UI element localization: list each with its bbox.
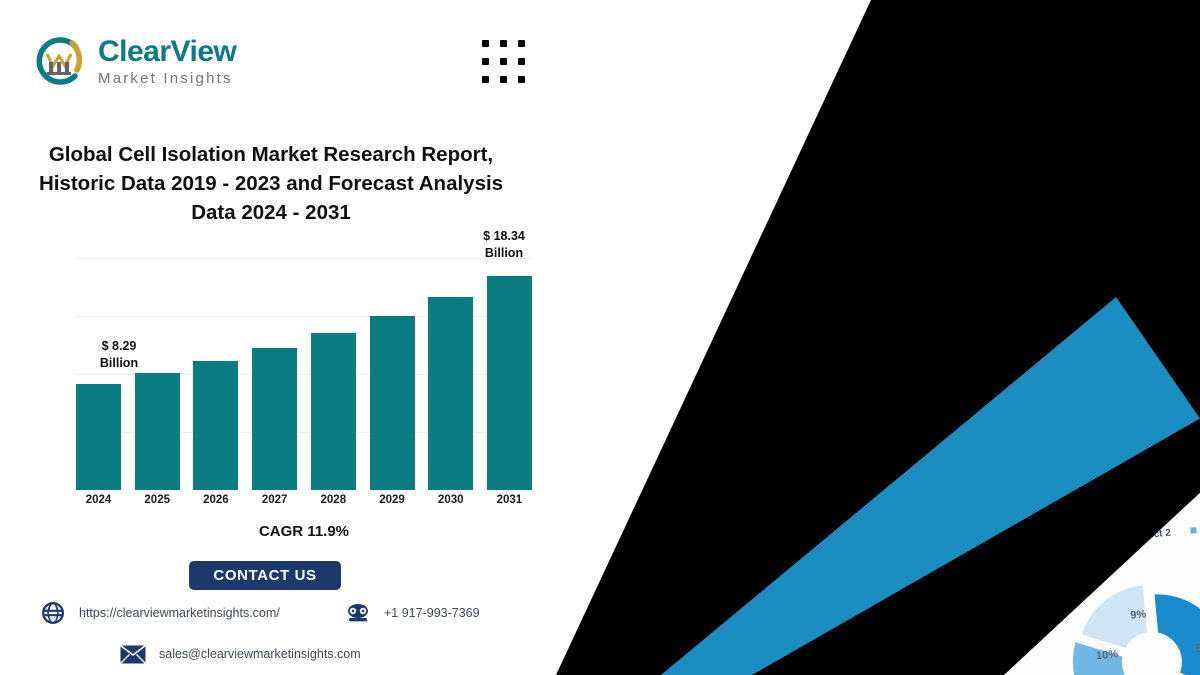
- donut-label-10: 10%: [1096, 648, 1119, 662]
- bar: [193, 361, 239, 490]
- x-axis-tick-label: 2031: [496, 494, 523, 506]
- donut-label-9: 9%: [1130, 608, 1147, 621]
- website-url[interactable]: https://clearviewmarketinsights.com/: [79, 606, 280, 620]
- bar: [369, 316, 415, 490]
- x-axis-tick-label: 2026: [203, 494, 229, 506]
- contact-website-row[interactable]: https://clearviewmarketinsights.com/: [40, 600, 280, 626]
- bar: [134, 373, 180, 490]
- photo-donut-chart-bottom: 58% 9% 10% 23%: [1072, 585, 1200, 675]
- bar: [76, 383, 121, 490]
- bar-chart-x-axis: 2024 2025 2026 2027 2028 2029 2030 2031: [76, 494, 532, 506]
- bar-annotation-2031: $ 18.34 Billion: [483, 229, 525, 260]
- bar-annotation-2024: $ 8.29 Billion: [99, 339, 139, 370]
- bar-column: [486, 258, 532, 490]
- clearview-monogram-icon: [36, 37, 83, 85]
- bar-column: [252, 258, 298, 490]
- contact-us-button[interactable]: CONTACT US: [189, 561, 341, 590]
- telephone-icon: [345, 600, 371, 626]
- x-axis-tick-label: 2027: [261, 494, 288, 506]
- page-title: Global Cell Isolation Market Research Re…: [38, 142, 504, 224]
- x-axis-tick-label: 2030: [437, 494, 464, 506]
- x-axis-tick-label: 2024: [85, 494, 112, 506]
- logo-title: ClearView: [98, 34, 237, 68]
- bar-column: [76, 258, 121, 490]
- brand-logo[interactable]: ClearView Market Insights: [30, 32, 237, 90]
- bar-column: [310, 258, 356, 490]
- bar-column: [193, 258, 239, 490]
- x-axis-tick-label: 2029: [379, 494, 405, 506]
- contact-email-row[interactable]: sales@clearviewmarketinsights.com: [120, 641, 361, 667]
- dot-grid-icon: [482, 40, 525, 83]
- phone-number[interactable]: +1 917-993-7369: [384, 606, 480, 620]
- bar-column: [369, 258, 415, 490]
- envelope-icon: [120, 641, 146, 667]
- bar: [252, 348, 298, 490]
- contact-phone-row[interactable]: +1 917-993-7369: [345, 600, 480, 626]
- x-axis-tick-label: 2028: [320, 494, 347, 506]
- x-axis-tick-label: 2025: [144, 494, 170, 506]
- bar-column: [134, 258, 180, 490]
- market-forecast-bar-chart: [76, 258, 532, 490]
- bar: [486, 275, 532, 490]
- bar-column: [428, 258, 474, 490]
- email-address[interactable]: sales@clearviewmarketinsights.com: [159, 647, 361, 661]
- decorative-art-panel: Quarter 1 Quarter 2 Quarter 3 Quarter 4 …: [500, 0, 1200, 675]
- logo-subtitle: Market Insights: [98, 69, 233, 87]
- donut-label-58: 58%: [1195, 639, 1200, 655]
- globe-icon: [40, 600, 66, 626]
- cagr-label: CAGR 11.9%: [258, 523, 350, 540]
- bar: [310, 333, 356, 490]
- bar: [428, 296, 474, 490]
